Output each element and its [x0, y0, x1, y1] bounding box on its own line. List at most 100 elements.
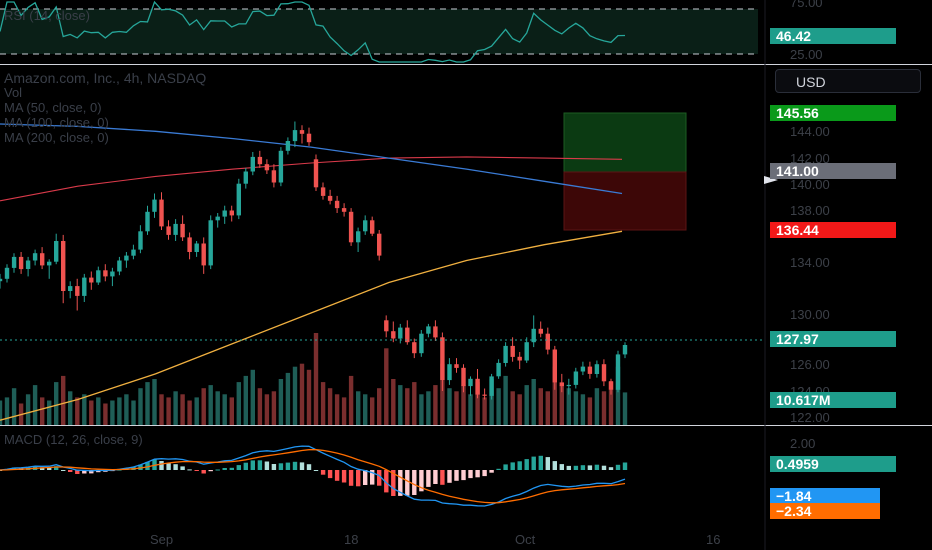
candle[interactable]	[524, 337, 529, 363]
candle[interactable]	[461, 364, 466, 393]
candle[interactable]	[215, 213, 220, 228]
candle[interactable]	[594, 360, 600, 378]
candle[interactable]	[285, 137, 291, 155]
candle[interactable]	[180, 215, 185, 241]
candle[interactable]	[468, 376, 473, 396]
target-zone[interactable]	[563, 112, 687, 173]
candle[interactable]	[243, 167, 248, 189]
candle[interactable]	[257, 150, 263, 168]
rsi-legend[interactable]: RSI (14, close)	[4, 8, 90, 23]
candle[interactable]	[250, 152, 255, 176]
candle[interactable]	[419, 330, 424, 357]
candle[interactable]	[573, 367, 579, 389]
ma200-legend[interactable]: MA (200, close, 0)	[4, 130, 109, 145]
candle[interactable]	[32, 249, 38, 266]
candle[interactable]	[299, 125, 305, 144]
candle[interactable]	[131, 244, 136, 260]
candle[interactable]	[264, 159, 270, 174]
candle[interactable]	[292, 121, 298, 148]
candle[interactable]	[25, 256, 31, 277]
candle[interactable]	[433, 320, 438, 341]
candle[interactable]	[0, 273, 3, 289]
candle[interactable]	[96, 266, 101, 285]
candle[interactable]	[271, 164, 277, 188]
candle[interactable]	[334, 195, 340, 213]
candle[interactable]	[103, 264, 108, 282]
candle[interactable]	[391, 321, 396, 343]
candle[interactable]	[278, 147, 284, 187]
candle[interactable]	[117, 256, 122, 276]
candle[interactable]	[517, 352, 522, 369]
stop-zone[interactable]	[563, 171, 687, 231]
candle[interactable]	[11, 253, 17, 273]
candle[interactable]	[426, 323, 431, 338]
candle[interactable]	[356, 227, 361, 252]
candle[interactable]	[482, 388, 487, 400]
candle[interactable]	[622, 342, 628, 359]
candle[interactable]	[201, 237, 206, 274]
candle[interactable]	[47, 259, 52, 279]
candle[interactable]	[447, 358, 452, 385]
candle[interactable]	[510, 337, 515, 362]
candle[interactable]	[306, 127, 312, 146]
candle[interactable]	[405, 320, 410, 345]
candle[interactable]	[580, 361, 586, 376]
candle[interactable]	[40, 247, 45, 270]
candle[interactable]	[552, 345, 557, 390]
candle[interactable]	[222, 205, 227, 224]
candle[interactable]	[159, 192, 164, 230]
candle[interactable]	[341, 203, 347, 217]
candle[interactable]	[166, 220, 171, 240]
candle[interactable]	[194, 241, 199, 257]
candle[interactable]	[559, 373, 564, 393]
candle[interactable]	[138, 225, 143, 254]
candle[interactable]	[454, 358, 459, 373]
candle[interactable]	[363, 215, 368, 235]
symbol-legend[interactable]: Amazon.com, Inc., 4h, NASDAQ	[4, 70, 207, 86]
candle[interactable]	[187, 232, 192, 260]
candle[interactable]	[152, 193, 157, 218]
ma100-legend[interactable]: MA (100, close, 0)	[4, 115, 109, 130]
candle[interactable]	[545, 327, 550, 355]
candle[interactable]	[75, 278, 80, 311]
candle[interactable]	[412, 338, 417, 359]
candles[interactable]	[0, 121, 628, 400]
candle[interactable]	[124, 252, 129, 268]
ma50-legend[interactable]: MA (50, close, 0)	[4, 100, 102, 115]
candle[interactable]	[587, 361, 593, 379]
candle[interactable]	[327, 189, 333, 205]
candle[interactable]	[531, 315, 536, 348]
candle[interactable]	[18, 252, 24, 274]
candle[interactable]	[608, 378, 614, 395]
candle[interactable]	[173, 219, 178, 241]
candle[interactable]	[61, 234, 66, 304]
candle[interactable]	[348, 208, 354, 246]
candle[interactable]	[54, 233, 59, 265]
entry-marker-icon[interactable]	[764, 176, 778, 184]
candle[interactable]	[566, 378, 571, 395]
candle[interactable]	[236, 178, 241, 220]
candle[interactable]	[370, 216, 375, 237]
candle[interactable]	[4, 264, 10, 283]
entry-price-badge[interactable]: 141.00	[770, 163, 896, 179]
currency-button[interactable]: USD	[775, 69, 921, 93]
candle[interactable]	[384, 315, 389, 338]
candle[interactable]	[489, 373, 494, 400]
candle[interactable]	[313, 154, 319, 192]
candle[interactable]	[89, 271, 94, 290]
candle[interactable]	[208, 215, 213, 270]
candle[interactable]	[440, 332, 445, 392]
candle[interactable]	[601, 359, 607, 387]
candle[interactable]	[503, 342, 508, 367]
candle[interactable]	[68, 281, 73, 299]
candle[interactable]	[475, 369, 480, 399]
target-price-badge[interactable]: 145.56	[770, 105, 896, 121]
stop-price-badge[interactable]: 136.44	[770, 222, 896, 238]
candle[interactable]	[377, 230, 382, 261]
candle[interactable]	[145, 205, 150, 235]
candle[interactable]	[82, 273, 87, 302]
macd-legend[interactable]: MACD (12, 26, close, 9)	[4, 432, 143, 447]
candle[interactable]	[538, 321, 543, 338]
volume-legend[interactable]: Vol	[4, 85, 23, 100]
